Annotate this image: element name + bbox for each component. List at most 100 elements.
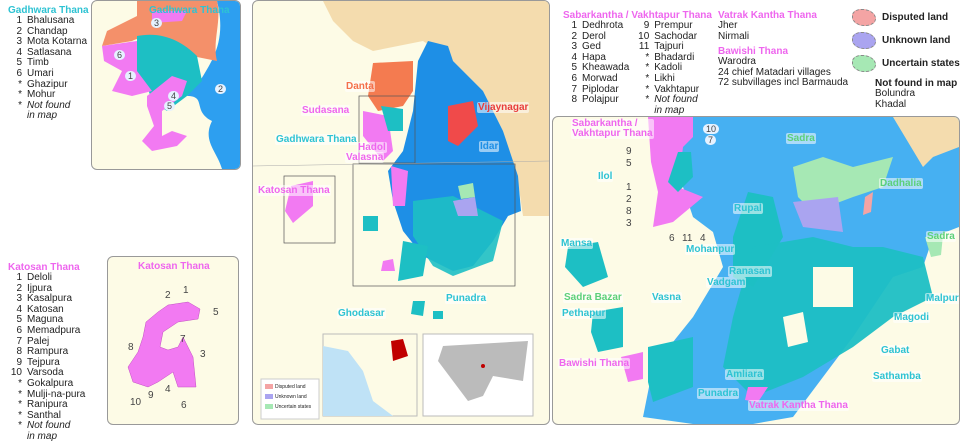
label-katosan-thana: Katosan Thana xyxy=(257,185,331,196)
item-number: * xyxy=(18,377,22,389)
list-item: 5 Kheawada xyxy=(563,63,629,74)
item-number: 6 xyxy=(16,67,22,79)
list-item: * Mohur xyxy=(8,90,89,101)
item-name: Kasalpura xyxy=(27,293,73,305)
item-number: 4 xyxy=(571,51,577,63)
village-number: 4 xyxy=(168,91,180,101)
item-name: Chandap xyxy=(27,25,68,37)
not-found-text: Not found in map xyxy=(27,420,71,442)
sabarkantha-legend: Sabarkantha / Vakhtapur Thana 1 Dedhrota 2… xyxy=(563,10,712,116)
village-number: 5 xyxy=(626,158,632,169)
item-name: Varsoda xyxy=(27,367,64,379)
label-gadhwara-thana: Gadhwara Thana xyxy=(275,134,358,145)
label-sudasana: Sudasana xyxy=(301,105,351,116)
legend-uncertain: Uncertain states xyxy=(882,58,960,69)
village-number: 2 xyxy=(215,84,227,94)
item-name: Kheawada xyxy=(582,62,630,74)
label-sadra: Sadra xyxy=(786,133,816,144)
village-number: 2 xyxy=(626,194,632,205)
label-pethapur: Pethapur xyxy=(561,308,607,319)
label-ghodasar: Ghodasar xyxy=(337,308,386,319)
item-number: * xyxy=(18,388,22,400)
item-name: Sachodar xyxy=(654,30,698,42)
item-name: Ghazipur xyxy=(27,78,68,90)
label-vasna: Vasna xyxy=(651,292,682,303)
item-number: 5 xyxy=(16,57,22,69)
list-item: 9 Tejpura xyxy=(8,356,85,369)
list-item: * Gokalpura xyxy=(8,377,85,390)
label-sathamba: Sathamba xyxy=(872,371,922,382)
item-number: 9 xyxy=(643,20,650,31)
list-item: 11 Tajpuri xyxy=(635,42,699,53)
list-item: * Kadoli xyxy=(635,63,699,74)
item-number: 8 xyxy=(571,94,577,106)
not-found-note: * Not found in map xyxy=(18,420,71,442)
label-ranasan: Ranasan xyxy=(728,266,772,277)
legend-disputed: Disputed land xyxy=(882,12,949,23)
village-number: 2 xyxy=(165,290,171,301)
katosan-legend-title: Katosan Thana xyxy=(8,262,80,273)
item-number: 8 xyxy=(16,346,22,358)
village-number: 6 xyxy=(181,400,187,411)
item-name: Timb xyxy=(27,57,49,69)
color-legend: Disputed land Unknown land Uncertain sta… xyxy=(852,9,960,110)
label-malpur: Malpur xyxy=(925,293,959,304)
item-number: 9 xyxy=(16,356,22,368)
village-number: 10 xyxy=(703,124,720,134)
item-number: 3 xyxy=(16,293,22,305)
gadhwara-legend: Gadhwara Thana 1 Bhalusana 2 Chandap 3 Mota K… xyxy=(8,5,89,122)
not-found-title: Not found in map xyxy=(875,78,958,89)
village-number: 3 xyxy=(626,218,632,229)
item-number: * xyxy=(18,399,22,411)
village-number: 6 xyxy=(669,233,675,244)
item-number: * xyxy=(645,51,650,63)
list-item: 1 Deloli xyxy=(8,272,85,284)
legend-unknown: Unknown land xyxy=(882,35,951,46)
item-name: Gokalpura xyxy=(27,377,74,389)
village-number: 9 xyxy=(148,390,154,401)
label-line: Vakhtapur Thana xyxy=(572,128,653,139)
vatrak-legend-title: Vatrak Kantha Thana xyxy=(718,10,817,21)
vatrak-item: Jher xyxy=(718,20,738,31)
item-number: * xyxy=(645,62,650,74)
vatrak-item: Nirmali xyxy=(718,30,750,42)
katosan-legend: Katosan Thana 1 Deloli 2 Ijpura 3 Kasalpura 4 K… xyxy=(8,262,85,443)
list-item: 3 Mota Kotarna xyxy=(8,37,89,48)
item-number: 7 xyxy=(571,83,577,95)
list-item: 6 Morwad xyxy=(563,73,629,85)
item-number: * xyxy=(645,72,650,84)
item-name: Satlasana xyxy=(27,46,72,58)
item-number: 5 xyxy=(571,62,577,74)
item-name: Katosan xyxy=(27,303,64,315)
katosan-inset-title: Katosan Thana xyxy=(138,261,210,272)
label-danta: Danta xyxy=(345,81,375,92)
label-mansa: Mansa xyxy=(560,238,594,249)
list-item: 9 Prempur xyxy=(635,20,699,32)
list-item: * Bhadardi xyxy=(635,51,699,64)
katosan-list: 1 Deloli 2 Ijpura 3 Kasalpura 4 Katosan 5 Maguna 6… xyxy=(8,272,85,443)
item-number: 11 xyxy=(638,41,650,53)
list-item: * Ranipura xyxy=(8,400,85,411)
item-number: 6 xyxy=(16,324,22,336)
right-inset: Sabarkantha / Vakhtapur Thana 10 7 9 5 1 … xyxy=(552,116,960,425)
item-name: Likhi xyxy=(654,72,675,84)
list-item: 3 Ged xyxy=(563,42,629,53)
list-item: * Santhal xyxy=(8,410,85,422)
item-name: Hapa xyxy=(582,51,606,63)
item-number: 7 xyxy=(16,335,22,347)
list-item: 1 Bhalusana xyxy=(8,15,89,27)
sabarkantha-legend-title: Sabarkantha / Vakhtapur Thana xyxy=(563,10,712,21)
label-punadra: Punadra xyxy=(445,293,488,304)
item-number: * xyxy=(645,83,650,95)
item-name: Dedhrota xyxy=(582,20,624,31)
item-number: 3 xyxy=(571,41,577,53)
list-item: 8 Polajpur xyxy=(563,95,629,106)
item-name: Mota Kotarna xyxy=(27,36,88,48)
list-item: 2 Ijpura xyxy=(8,283,85,295)
label-amliara: Amliara xyxy=(725,369,764,380)
village-number: 4 xyxy=(700,233,706,244)
item-number: 2 xyxy=(571,30,577,42)
item-name: Umari xyxy=(27,67,54,79)
item-number: 1 xyxy=(16,272,22,283)
list-item: * Mulji-na-pura xyxy=(8,388,85,401)
